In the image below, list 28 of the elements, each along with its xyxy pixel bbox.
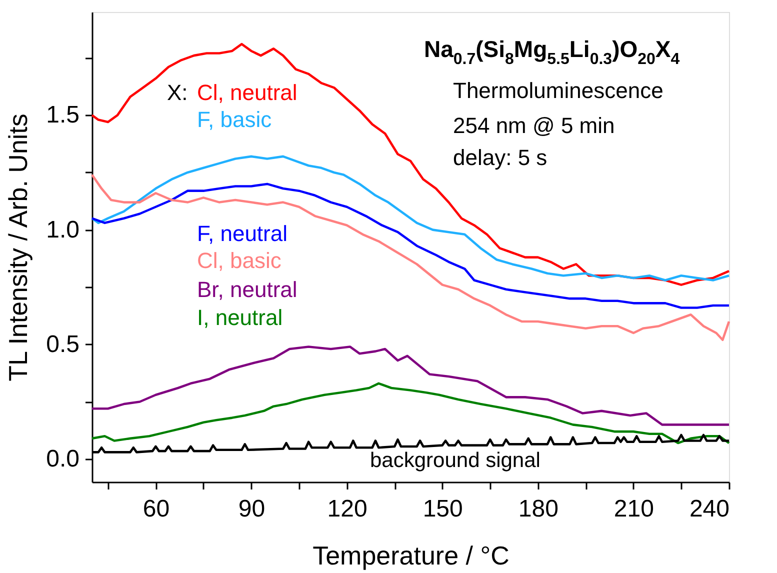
annotation: delay: 5 s [453,145,548,170]
series-label: background signal [370,449,540,472]
x-tick-label: 150 [422,496,463,522]
line-series [90,174,730,342]
x-tick-label: 180 [518,496,558,522]
line-series [90,182,730,309]
text: Cl, basic [197,248,282,273]
x-axis-title: Temperature / °C [312,540,510,570]
series-label: F, basic [197,107,272,132]
line-series [90,346,730,426]
line-series [90,382,730,444]
series-label: Cl, neutral [197,80,298,105]
x-tick-label: 240 [689,496,730,522]
text: I, neutral [197,305,283,330]
text: Br, neutral [197,277,298,302]
series-label: F, neutral [197,221,288,246]
y-axis-title: TL Intensity / Arb. Units [3,114,34,382]
y-tick-label: 0.0 [46,446,80,473]
y-tick-label: 0.5 [46,330,80,358]
x-tick-label: 210 [614,496,654,522]
y-tick-label: 1.0 [46,216,80,244]
annotation: Thermoluminescence [453,78,664,103]
x-tick-label: 60 [142,496,170,522]
x-tick-label: 90 [238,496,266,522]
annotation: 254 nm @ 5 min [453,113,615,138]
annotation: X: [167,80,188,105]
y-tick-label: 1.5 [46,102,80,129]
x-tick-label: 120 [327,496,368,522]
